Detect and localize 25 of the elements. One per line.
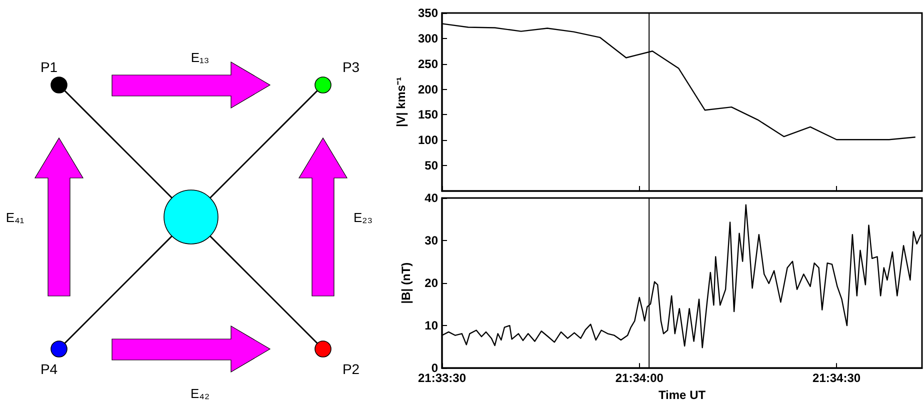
text: E₁₃ [190, 50, 210, 65]
y-axis-title: |V| kms⁻¹ [394, 76, 408, 128]
text: P3 [342, 59, 360, 75]
y-axis-title: |B| (nT) [399, 262, 413, 304]
y-tick-label: 300 [418, 31, 438, 46]
text: E₄₁ [6, 210, 25, 225]
y-tick-label: 350 [418, 6, 438, 20]
y-tick-label: 20 [424, 276, 438, 290]
x-tick-label: 21:34:30 [812, 371, 861, 386]
x-axis-title: Time UT [658, 388, 706, 402]
text: E₄₂ [190, 386, 210, 401]
y-tick-label: 30 [424, 234, 438, 248]
y-tick-label: 10 [424, 318, 438, 333]
x-tick-label: 21:34:00 [615, 371, 664, 386]
text: P1 [40, 59, 58, 75]
y-tick-label: 50 [424, 158, 438, 173]
y-tick-label: 200 [418, 82, 438, 96]
x-tick-label: 21:33:30 [418, 371, 466, 386]
y-tick-label: 40 [424, 191, 438, 205]
text: E₂₃ [353, 210, 373, 225]
y-tick-label: 100 [418, 133, 438, 148]
y-tick-label: 250 [418, 56, 438, 71]
text: P2 [342, 361, 360, 377]
text: P4 [40, 361, 58, 377]
y-tick-label: 150 [418, 108, 438, 122]
